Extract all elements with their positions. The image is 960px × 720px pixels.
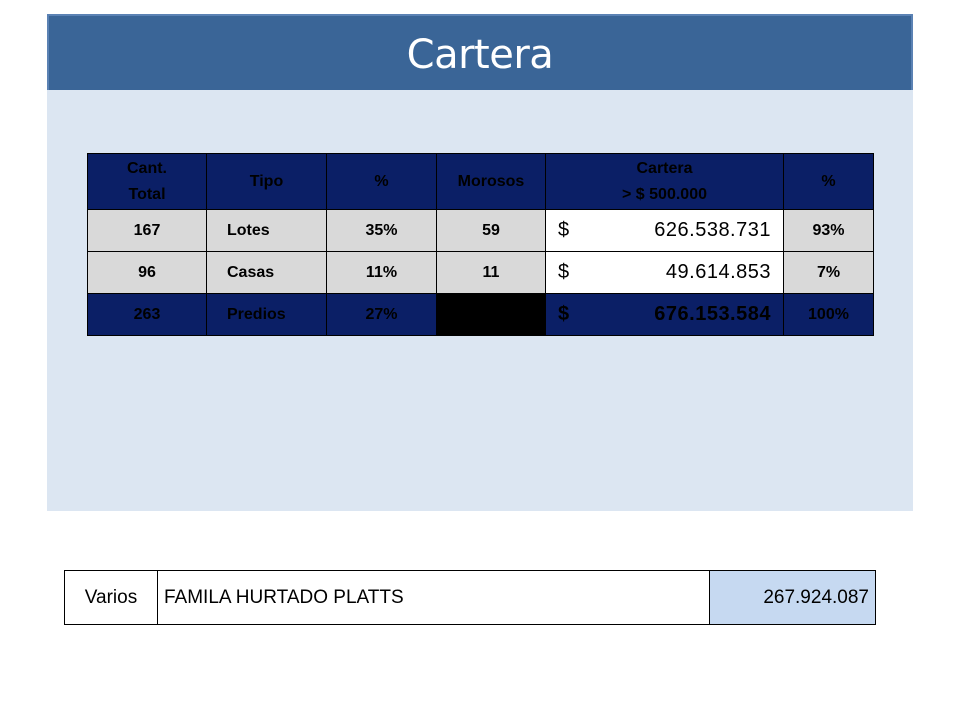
cell-pct2: 7%	[783, 251, 874, 294]
header-cant-total: Cant. Total	[87, 153, 207, 210]
table-row: 96 Casas 11% 11 $ 49.614.853 7%	[87, 251, 874, 294]
cell-cartera: $ 626.538.731	[545, 209, 784, 252]
table-row: 167 Lotes 35% 59 $ 626.538.731 93%	[87, 209, 874, 252]
header-pct: %	[326, 153, 437, 210]
header-cartera-line2: > $ 500.000	[622, 185, 707, 203]
table-total-row: 263 Predios 27% 70 $ 676.153.584 100%	[87, 293, 874, 336]
varios-table: Varios FAMILA HURTADO PLATTS 267.924.087	[64, 570, 876, 625]
cell-cartera: $ 49.614.853	[545, 251, 784, 294]
header-cartera-line1: Cartera	[636, 159, 693, 177]
cartera-amount: 49.614.853	[665, 261, 771, 283]
cell-pct: 11%	[326, 251, 437, 294]
varios-row: Varios FAMILA HURTADO PLATTS 267.924.087	[64, 570, 876, 625]
total-cartera-amount: 676.153.584	[654, 303, 771, 325]
total-morosos: 70	[436, 293, 546, 336]
cell-cant: 96	[87, 251, 207, 294]
cell-pct: 35%	[326, 209, 437, 252]
varios-label: Varios	[64, 570, 158, 625]
header-cant-line1: Cant.	[127, 159, 167, 177]
cartera-table: Cant. Total Tipo % Morosos Cartera > $ 5…	[87, 153, 874, 336]
currency-symbol: $	[558, 261, 570, 283]
page-title: Cartera	[406, 32, 554, 78]
header-cant-line2: Total	[128, 185, 166, 203]
header-tipo: Tipo	[206, 153, 327, 210]
table-header-row: Cant. Total Tipo % Morosos Cartera > $ 5…	[87, 153, 874, 210]
varios-amount: 267.924.087	[709, 570, 876, 625]
total-pct: 27%	[326, 293, 437, 336]
cell-cant: 167	[87, 209, 207, 252]
currency-symbol: $	[558, 219, 570, 241]
cell-pct2: 93%	[783, 209, 874, 252]
cartera-amount: 626.538.731	[654, 219, 771, 241]
total-cartera: $ 676.153.584	[545, 293, 784, 336]
total-tipo: Predios	[206, 293, 327, 336]
total-cant: 263	[87, 293, 207, 336]
cell-tipo: Casas	[206, 251, 327, 294]
header-pct2: %	[783, 153, 874, 210]
header-cartera: Cartera > $ 500.000	[545, 153, 784, 210]
title-bar: Cartera	[47, 14, 913, 90]
cell-morosos: 59	[436, 209, 546, 252]
total-pct2: 100%	[783, 293, 874, 336]
cell-morosos: 11	[436, 251, 546, 294]
currency-symbol: $	[558, 303, 570, 325]
varios-name: FAMILA HURTADO PLATTS	[157, 570, 710, 625]
header-morosos: Morosos	[436, 153, 546, 210]
cell-tipo: Lotes	[206, 209, 327, 252]
